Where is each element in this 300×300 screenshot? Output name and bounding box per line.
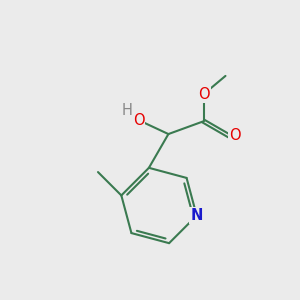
Text: O: O (198, 87, 209, 102)
Text: N: N (190, 208, 203, 223)
Text: H: H (122, 103, 133, 118)
Text: O: O (229, 128, 241, 143)
Text: O: O (133, 112, 144, 128)
